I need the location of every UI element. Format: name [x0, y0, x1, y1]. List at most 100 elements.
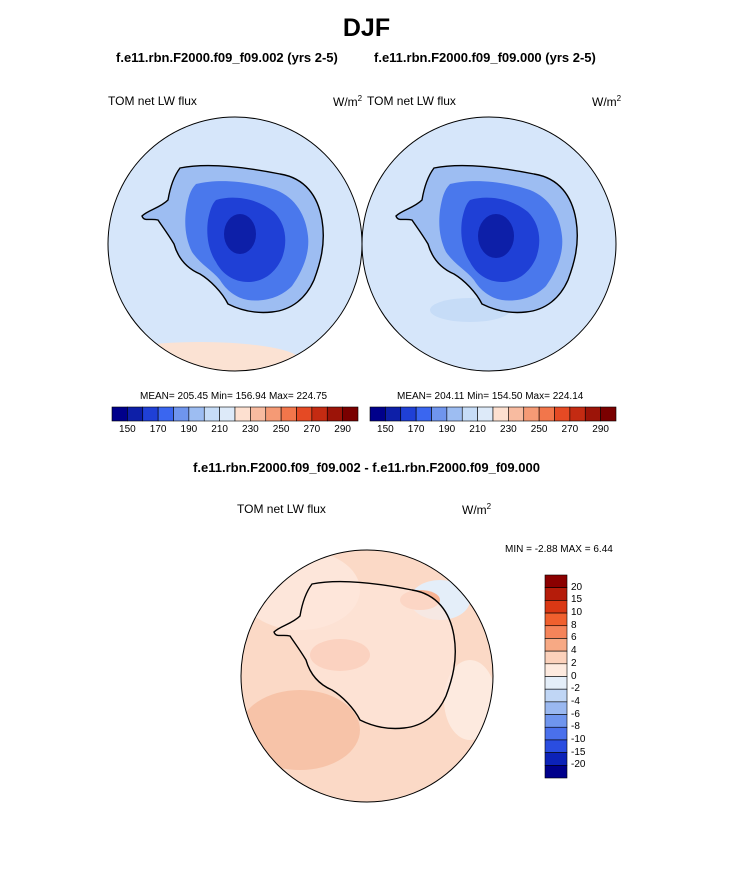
- left-colorbar-swatch: [219, 406, 236, 422]
- right-colorbar-tick-label: 150: [377, 424, 394, 435]
- right-colorbar-tick-label: 210: [469, 424, 486, 435]
- difference-colorbar-swatch: [544, 612, 568, 627]
- left-colorbar-swatch: [157, 406, 174, 422]
- left-colorbar-tick-label: 270: [303, 424, 321, 435]
- right-colorbar-swatch: [508, 406, 525, 422]
- difference-colorbar-tick-label: 20: [571, 581, 583, 593]
- left-colorbar-swatch: [203, 406, 220, 422]
- right-colorbar-tick-label: 230: [500, 424, 517, 435]
- left-colorbar-tick-label: 170: [149, 424, 167, 435]
- difference-colorbar-tick-label: 8: [571, 619, 577, 631]
- right-colorbar-tick-label: 190: [438, 424, 456, 435]
- difference-colorbar-tick-label: -10: [571, 733, 586, 745]
- difference-colorbar-tick-label: -8: [571, 721, 580, 733]
- left-colorbar-swatch: [250, 406, 267, 422]
- right-colorbar-swatch: [477, 406, 494, 422]
- left-colorbar-swatch: [188, 406, 205, 422]
- right-map-border: [361, 116, 617, 372]
- difference-map: [241, 550, 493, 802]
- left-colorbar-swatch: [142, 406, 159, 422]
- left-colorbar-swatch: [280, 406, 297, 422]
- right-colorbar-swatch: [584, 406, 601, 422]
- difference-colorbar-swatch: [544, 701, 568, 715]
- difference-variable-label: TOM net LW flux: [237, 502, 326, 516]
- left-colorbar-swatch: [111, 406, 128, 422]
- difference-units-label: W/m2: [462, 502, 492, 517]
- difference-colorbar-tick-label: 2: [571, 657, 577, 669]
- difference-colorbar-swatch: [544, 600, 568, 614]
- difference-colorbar-swatch: [544, 663, 568, 677]
- difference-colorbar-swatch: [544, 752, 568, 766]
- left-colorbar-tick-label: 210: [211, 424, 228, 435]
- left-colorbar-tick-label: 190: [180, 424, 198, 435]
- left-stats: MEAN= 205.45 Min= 156.94 Max= 224.75: [140, 391, 328, 402]
- right-colorbar-swatch: [492, 406, 509, 422]
- left-colorbar-swatch: [296, 406, 313, 422]
- right-map: [362, 117, 616, 371]
- left-colorbar-swatch: [265, 406, 282, 422]
- right-colorbar-swatch: [431, 406, 448, 422]
- difference-colorbar-tick-label: 6: [571, 632, 577, 644]
- right-colorbar-tick-label: 290: [592, 424, 609, 435]
- right-colorbar-swatch: [461, 406, 478, 422]
- difference-stats: MIN = -2.88 MAX = 6.44: [505, 544, 613, 555]
- difference-colorbar: [544, 574, 568, 779]
- difference-colorbar-swatch: [544, 638, 568, 652]
- right-colorbar-swatch: [523, 406, 540, 422]
- difference-colorbar-tick-label: 0: [571, 670, 577, 682]
- difference-colorbar-swatch: [544, 574, 568, 588]
- difference-colorbar-tick-label: 15: [571, 594, 583, 606]
- left-colorbar-swatch: [127, 406, 144, 422]
- difference-colorbar-tick-label: -2: [571, 683, 580, 695]
- right-colorbar-swatch: [600, 406, 617, 422]
- left-units-label: W/m2: [333, 94, 363, 109]
- right-variable-label: TOM net LW flux: [367, 94, 456, 108]
- right-units-label: W/m2: [592, 94, 622, 109]
- right-colorbar-swatch: [538, 406, 555, 422]
- left-run-label: f.e11.rbn.F2000.f09_f09.002 (yrs 2-5): [116, 50, 338, 65]
- difference-title: f.e11.rbn.F2000.f09_f09.002 - f.e11.rbn.…: [193, 460, 540, 475]
- difference-colorbar-tick-label: -4: [571, 695, 580, 707]
- right-stats: MEAN= 204.11 Min= 154.50 Max= 224.14: [397, 391, 584, 402]
- left-map: [108, 117, 362, 371]
- difference-colorbar-tick-label: -15: [571, 746, 586, 758]
- left-colorbar-swatch: [311, 406, 328, 422]
- right-colorbar: [369, 406, 617, 422]
- difference-colorbar-tick-label: -20: [571, 759, 586, 771]
- difference-colorbar-swatch: [544, 688, 568, 703]
- right-colorbar-tick-label: 270: [561, 424, 579, 435]
- right-colorbar-swatch: [369, 406, 386, 422]
- right-colorbar-swatch: [385, 406, 402, 422]
- left-colorbar-swatch: [342, 406, 359, 422]
- difference-colorbar-swatch: [544, 625, 568, 639]
- left-colorbar-swatch: [234, 406, 251, 422]
- difference-colorbar-swatch: [544, 650, 568, 665]
- left-colorbar-tick-label: 250: [272, 424, 290, 435]
- difference-colorbar-swatch: [544, 765, 568, 779]
- difference-colorbar-swatch: [544, 587, 568, 601]
- right-colorbar-swatch: [569, 406, 586, 422]
- left-colorbar-tick-label: 150: [119, 424, 136, 435]
- left-colorbar-swatch: [173, 406, 190, 422]
- figure-title: DJF: [342, 14, 391, 42]
- right-colorbar-swatch: [415, 406, 432, 422]
- difference-map-border: [240, 549, 494, 803]
- difference-colorbar-swatch: [544, 676, 568, 690]
- right-colorbar-swatch: [446, 406, 463, 422]
- difference-colorbar-swatch: [544, 714, 568, 728]
- difference-colorbar-tick-label: -6: [571, 708, 580, 720]
- left-colorbar-tick-label: 230: [242, 424, 259, 435]
- left-colorbar: [111, 406, 359, 422]
- right-colorbar-tick-label: 250: [530, 424, 548, 435]
- right-run-label: f.e11.rbn.F2000.f09_f09.000 (yrs 2-5): [374, 50, 596, 65]
- left-colorbar-tick-label: 290: [334, 424, 351, 435]
- left-variable-label: TOM net LW flux: [108, 94, 197, 108]
- difference-colorbar-tick-label: 4: [571, 645, 577, 657]
- right-colorbar-swatch: [554, 406, 571, 422]
- difference-colorbar-tick-label: 10: [571, 607, 583, 619]
- left-colorbar-swatch: [326, 406, 343, 422]
- difference-colorbar-swatch: [544, 739, 568, 753]
- right-colorbar-swatch: [400, 406, 417, 422]
- difference-colorbar-swatch: [544, 726, 568, 741]
